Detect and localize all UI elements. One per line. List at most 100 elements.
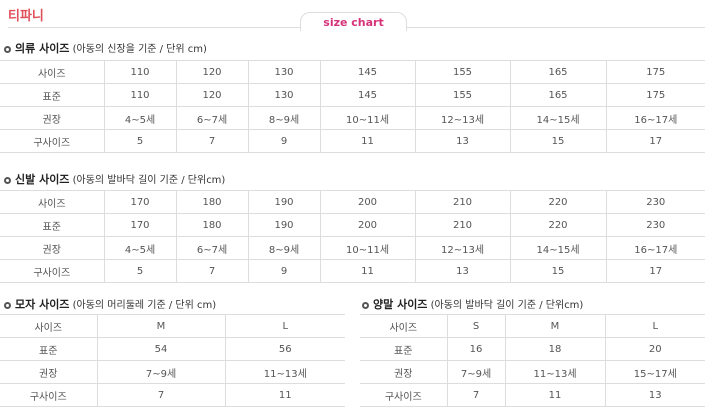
table-cell: 14~15세	[509, 106, 607, 130]
socks-section-title: 양말 사이즈 (아동의 발바닥 길이 기준 / 단위cm)	[362, 296, 583, 312]
table-cell: 11~13세	[504, 360, 606, 384]
table-row: 권장 7~9세 11~13세 15~17세	[360, 360, 705, 384]
table-cell: 6~7세	[175, 236, 249, 260]
table-cell: 7~9세	[96, 360, 226, 384]
row-label: 표준	[0, 337, 98, 361]
table-cell: 175	[605, 60, 705, 84]
table-cell: 5	[103, 129, 177, 153]
table-cell: 190	[247, 190, 321, 214]
table-cell: 15~17세	[604, 360, 705, 384]
table-cell: 4~5세	[103, 236, 177, 260]
table-cell: 210	[414, 190, 511, 214]
table-cell: 7	[175, 129, 249, 153]
brand-logo: 티파니	[8, 9, 44, 24]
table-cell: 10~11세	[319, 236, 416, 260]
table-cell: S	[446, 314, 506, 338]
table-cell: 11	[319, 259, 416, 283]
table-row: 권장 4~5세 6~7세 8~9세 10~11세 12~13세 14~15세 16~17세	[0, 236, 705, 260]
bullet-icon	[362, 302, 369, 309]
table-cell: 110	[103, 83, 177, 107]
row-label: 사이즈	[0, 314, 98, 338]
table-cell: 11	[504, 383, 606, 407]
row-label: 구사이즈	[360, 383, 448, 407]
bullet-icon	[4, 177, 11, 184]
table-cell: 11~13세	[224, 360, 345, 384]
table-cell: 10~11세	[319, 106, 416, 130]
table-cell: 9	[247, 259, 321, 283]
header-row: 사이즈 170 180 190 200 210 220 230	[0, 190, 705, 214]
table-cell: 175	[605, 83, 705, 107]
table-cell: 170	[103, 213, 177, 237]
row-label: 구사이즈	[0, 383, 98, 407]
row-label: 구사이즈	[0, 129, 105, 153]
table-cell: 120	[175, 60, 249, 84]
row-label: 표준	[0, 213, 105, 237]
row-label: 권장	[0, 106, 105, 130]
row-label: 구사이즈	[0, 259, 105, 283]
hats-size-table: 사이즈 M L 표준 54 56 권장 7~9세 11~13세 구사이즈 7 11	[0, 314, 345, 407]
table-cell: 54	[96, 337, 226, 361]
header-row: 사이즈 M L	[0, 314, 345, 338]
table-row: 표준 110 120 130 145 155 165 175	[0, 83, 705, 107]
socks-size-table: 사이즈 S M L 표준 16 18 20 권장 7~9세 11~13세 15~17세 구사이즈 7 11 1…	[360, 314, 705, 407]
table-cell: 9	[247, 129, 321, 153]
table-cell: 165	[509, 83, 607, 107]
table-cell: 8~9세	[247, 106, 321, 130]
table-cell: 170	[103, 190, 177, 214]
clothing-section-title: 의류 사이즈 (아동의 신장을 기준 / 단위 cm)	[4, 40, 207, 56]
table-cell: 180	[175, 190, 249, 214]
table-cell: 7	[446, 383, 506, 407]
table-cell: 230	[605, 190, 705, 214]
hats-section-title: 모자 사이즈 (아동의 머리둘레 기준 / 단위 cm)	[4, 296, 216, 312]
table-cell: 7	[96, 383, 226, 407]
table-cell: 13	[414, 259, 511, 283]
table-cell: 220	[509, 213, 607, 237]
header-row: 사이즈 110 120 130 145 155 165 175	[0, 60, 705, 84]
table-cell: L	[224, 314, 345, 338]
table-cell: 155	[414, 83, 511, 107]
table-cell: 18	[504, 337, 606, 361]
table-cell: 17	[605, 259, 705, 283]
row-label: 권장	[0, 236, 105, 260]
bullet-icon	[4, 46, 11, 53]
table-cell: 130	[247, 60, 321, 84]
table-cell: 165	[509, 60, 607, 84]
table-row: 권장 4~5세 6~7세 8~9세 10~11세 12~13세 14~15세 16~17세	[0, 106, 705, 130]
table-cell: 14~15세	[509, 236, 607, 260]
table-cell: 13	[604, 383, 705, 407]
table-cell: 6~7세	[175, 106, 249, 130]
table-cell: L	[604, 314, 705, 338]
table-row: 구사이즈 7 11 13	[360, 383, 705, 407]
table-cell: 11	[224, 383, 345, 407]
table-row: 구사이즈 5 7 9 11 13 15 17	[0, 259, 705, 283]
table-cell: 5	[103, 259, 177, 283]
row-label: 권장	[0, 360, 98, 384]
table-cell: 190	[247, 213, 321, 237]
table-cell: 7	[175, 259, 249, 283]
table-cell: M	[504, 314, 606, 338]
table-cell: 155	[414, 60, 511, 84]
table-row: 권장 7~9세 11~13세	[0, 360, 345, 384]
table-row: 표준 54 56	[0, 337, 345, 361]
table-cell: 12~13세	[414, 106, 511, 130]
row-label: 사이즈	[0, 60, 105, 84]
table-cell: 8~9세	[247, 236, 321, 260]
table-cell: 15	[509, 259, 607, 283]
table-cell: 210	[414, 213, 511, 237]
table-cell: 12~13세	[414, 236, 511, 260]
row-label: 표준	[0, 83, 105, 107]
table-cell: 7~9세	[446, 360, 506, 384]
table-cell: 220	[509, 190, 607, 214]
table-cell: 56	[224, 337, 345, 361]
shoes-section-title: 신발 사이즈 (아동의 발바닥 길이 기준 / 단위cm)	[4, 171, 225, 187]
bullet-icon	[4, 302, 11, 309]
table-cell: 16~17세	[605, 106, 705, 130]
table-cell: 130	[247, 83, 321, 107]
table-row: 구사이즈 5 7 9 11 13 15 17	[0, 129, 705, 153]
row-label: 사이즈	[0, 190, 105, 214]
tab-size-chart[interactable]: size chart	[300, 12, 407, 31]
table-cell: 4~5세	[103, 106, 177, 130]
table-cell: 200	[319, 190, 416, 214]
table-cell: 17	[605, 129, 705, 153]
row-label: 사이즈	[360, 314, 448, 338]
